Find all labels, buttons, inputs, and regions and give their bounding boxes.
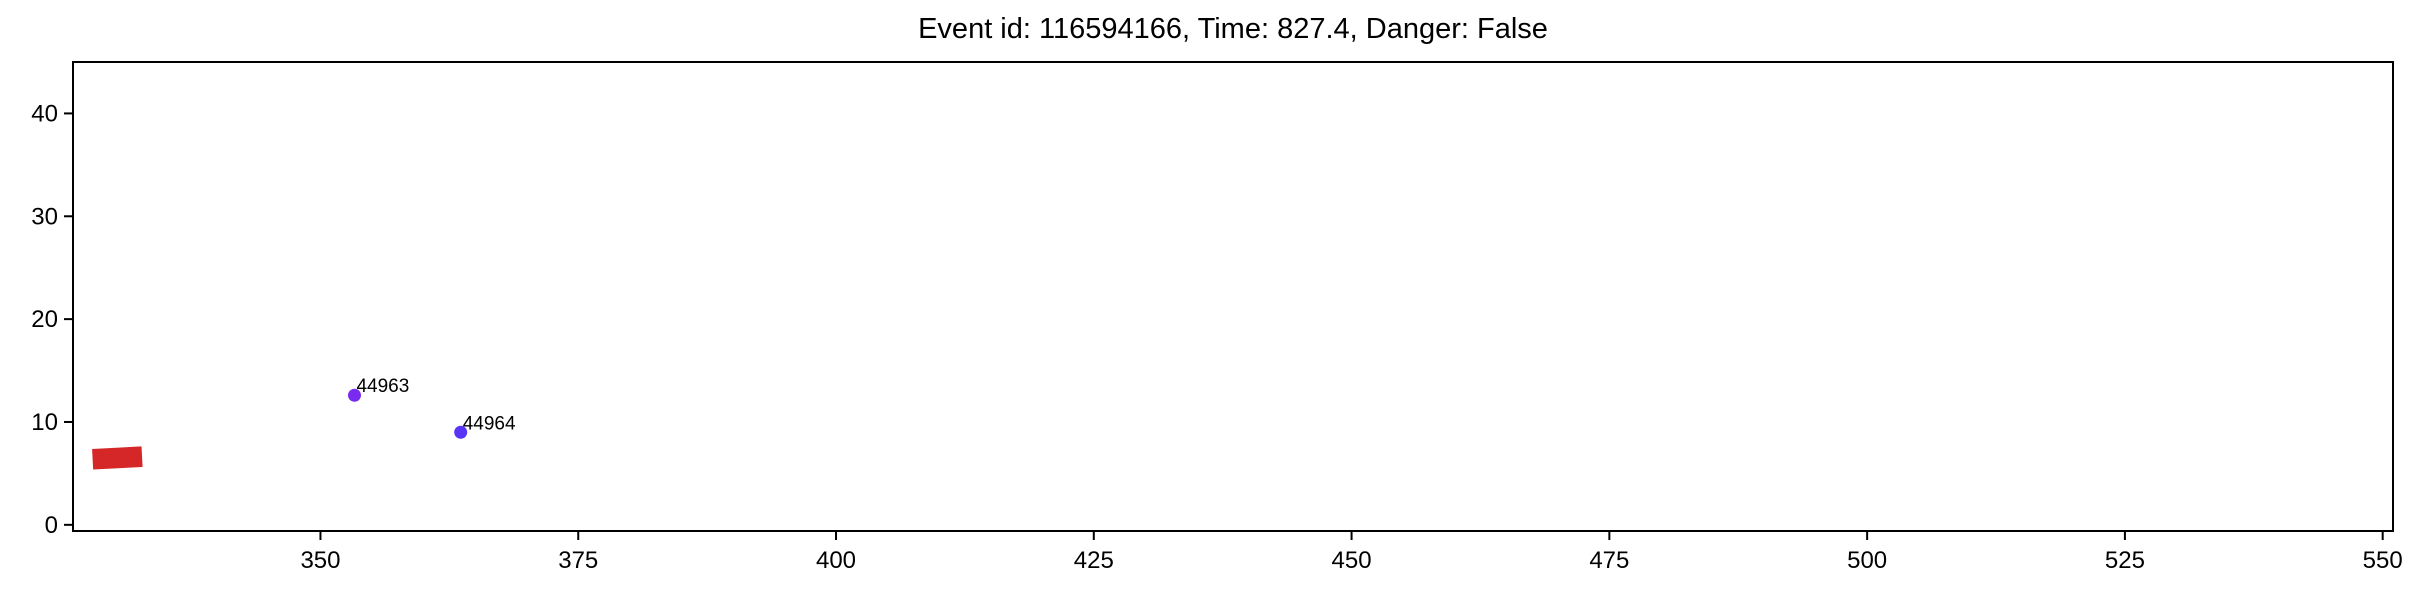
y-tick-label: 40 [31, 100, 58, 127]
x-tick-label: 400 [816, 547, 856, 574]
y-tick-label: 0 [45, 512, 58, 539]
x-axis: 350 375 400 425 450 475 500 525 550 [300, 531, 2403, 574]
x-tick-label: 450 [1332, 547, 1372, 574]
x-tick-label: 350 [300, 547, 340, 574]
data-point-label: 44964 [463, 413, 516, 434]
data-point-label: 44963 [356, 376, 409, 397]
ego-vehicle-marker [92, 446, 143, 470]
x-tick-label: 550 [2363, 547, 2403, 574]
x-tick-label: 475 [1589, 547, 1629, 574]
y-axis: 0 10 20 30 40 [31, 100, 73, 539]
y-tick-label: 20 [31, 306, 58, 333]
data-point [347, 388, 361, 402]
data-point [454, 425, 468, 439]
y-tick-label: 10 [31, 409, 58, 436]
plot-marks: 44963 44964 [92, 376, 516, 470]
x-tick-label: 375 [558, 547, 598, 574]
y-tick-label: 30 [31, 203, 58, 230]
plot-frame [72, 61, 2394, 532]
x-tick-label: 500 [1847, 547, 1887, 574]
chart-title: Event id: 116594166, Time: 827.4, Danger… [918, 13, 1548, 45]
x-tick-label: 525 [2105, 547, 2145, 574]
x-tick-label: 425 [1074, 547, 1114, 574]
